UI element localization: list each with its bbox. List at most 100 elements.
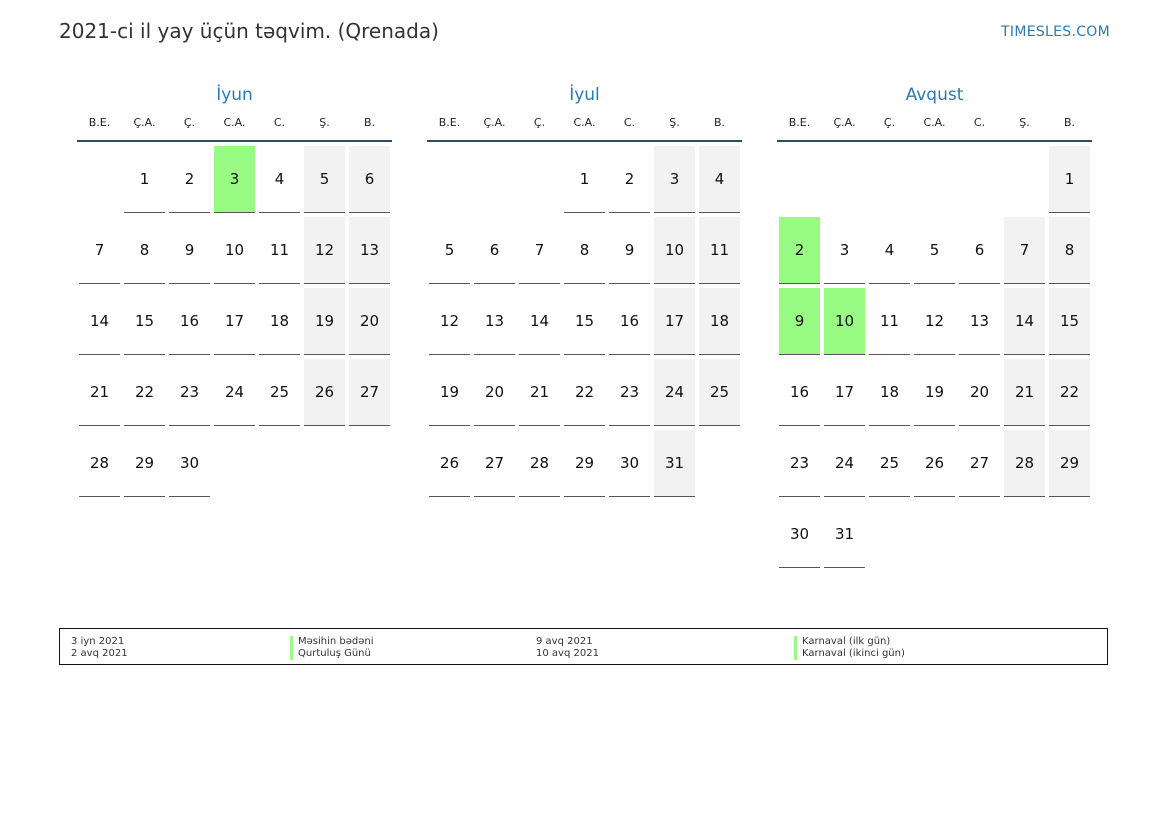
day-cell: 4	[259, 146, 300, 213]
weekday-label: Ç.A.	[133, 116, 156, 129]
weekday-label: C.A.	[223, 116, 246, 129]
site-link[interactable]: TIMESLES.COM	[1001, 24, 1110, 40]
day-cell: 28	[519, 430, 560, 497]
weekday-label: B.E.	[788, 116, 811, 129]
month-1: İyul B.E. Ç.A. Ç. C.A. C. Ş. B. 1 2 3 4 5 6 7 8 9 10 11 12 1…	[427, 84, 742, 497]
empty-day-cell	[429, 146, 470, 213]
weekday-label: Ç.A.	[833, 116, 856, 129]
empty-day-cell	[214, 430, 255, 497]
page-title: 2021-ci il yay üçün təqvim. (Qrenada)	[59, 19, 439, 43]
day-cell: 24	[214, 359, 255, 426]
weekday-label: C.	[273, 116, 286, 129]
empty-day-cell	[959, 146, 1000, 213]
legend-names-right: Karnaval (ilk gün) Karnaval (ikinci gün)	[794, 636, 905, 660]
legend-date: 10 avq 2021	[536, 648, 599, 659]
day-cell: 26	[914, 430, 955, 497]
day-cell: 10	[654, 217, 695, 284]
empty-day-cell	[914, 146, 955, 213]
day-cell: 19	[304, 288, 345, 355]
day-cell: 6	[349, 146, 390, 213]
weekday-label: B.E.	[88, 116, 111, 129]
day-cell: 14	[79, 288, 120, 355]
weekday-label: B.	[363, 116, 376, 129]
day-cell: 18	[699, 288, 740, 355]
day-cell: 6	[959, 217, 1000, 284]
day-cell: 15	[1049, 288, 1090, 355]
day-cell: 18	[259, 288, 300, 355]
holiday-legend: 3 iyn 2021 2 avq 2021 Məsihin bədəni Qur…	[59, 628, 1108, 665]
weekday-label: B.	[1063, 116, 1076, 129]
day-cell: 24	[654, 359, 695, 426]
day-cell: 12	[429, 288, 470, 355]
day-cell: 30	[169, 430, 210, 497]
day-cell: 2	[169, 146, 210, 213]
legend-dates-right: 9 avq 2021 10 avq 2021	[536, 636, 599, 660]
empty-day-cell	[79, 146, 120, 213]
day-cell: 11	[869, 288, 910, 355]
month-2: Avqust B.E. Ç.A. Ç. C.A. C. Ş. B. 1 2 3 4 5 6 7 8 9 10 11 1…	[777, 84, 1092, 568]
week-row: 12 13 14 15 16 17 18	[427, 288, 742, 355]
day-cell: 22	[124, 359, 165, 426]
weekday-label: Ş.	[669, 116, 680, 129]
day-cell: 5	[914, 217, 955, 284]
week-row: 14 15 16 17 18 19 20	[77, 288, 392, 355]
empty-day-cell	[304, 430, 345, 497]
holiday-day-cell: 9	[779, 288, 820, 355]
day-cell: 25	[699, 359, 740, 426]
week-row: 5 6 7 8 9 10 11	[427, 217, 742, 284]
day-cell: 19	[429, 359, 470, 426]
day-cell: 6	[474, 217, 515, 284]
weekday-label: Ç.	[183, 116, 196, 129]
week-row: 16 17 18 19 20 21 22	[777, 359, 1092, 426]
weekday-label: B.	[713, 116, 726, 129]
day-cell: 23	[779, 430, 820, 497]
weekday-label: C.	[973, 116, 986, 129]
month-title: Avqust	[905, 85, 964, 105]
day-cell: 4	[699, 146, 740, 213]
day-cell: 22	[1049, 359, 1090, 426]
day-cell: 23	[169, 359, 210, 426]
day-cell: 9	[609, 217, 650, 284]
day-cell: 1	[124, 146, 165, 213]
day-cell: 20	[349, 288, 390, 355]
week-row: 21 22 23 24 25 26 27	[77, 359, 392, 426]
day-cell: 13	[349, 217, 390, 284]
day-cell: 13	[959, 288, 1000, 355]
legend-holiday-name: Məsihin bədəni	[290, 636, 374, 648]
week-row: 7 8 9 10 11 12 13	[77, 217, 392, 284]
day-cell: 1	[1049, 146, 1090, 213]
empty-day-cell	[1049, 501, 1090, 568]
day-cell: 27	[474, 430, 515, 497]
weekday-label: B.E.	[438, 116, 461, 129]
day-cell: 29	[124, 430, 165, 497]
day-cell: 7	[79, 217, 120, 284]
legend-holiday-name: Qurtuluş Günü	[290, 648, 374, 660]
weekday-label: Ç.	[883, 116, 896, 129]
day-cell: 26	[429, 430, 470, 497]
weekday-label: C.A.	[923, 116, 946, 129]
day-cell: 25	[259, 359, 300, 426]
day-cell: 1	[564, 146, 605, 213]
legend-dates-left: 3 iyn 2021 2 avq 2021	[71, 636, 128, 660]
day-cell: 15	[124, 288, 165, 355]
day-cell: 3	[824, 217, 865, 284]
day-cell: 22	[564, 359, 605, 426]
day-cell: 4	[869, 217, 910, 284]
empty-day-cell	[914, 501, 955, 568]
day-cell: 18	[869, 359, 910, 426]
holiday-day-cell: 10	[824, 288, 865, 355]
empty-day-cell	[699, 430, 740, 497]
week-row: 23 24 25 26 27 28 29	[777, 430, 1092, 497]
month-0: İyun B.E. Ç.A. Ç. C.A. C. Ş. B. 1 2 3 4 5 6 7 8 9 10 11 12 1…	[77, 84, 392, 497]
day-cell: 24	[824, 430, 865, 497]
day-cell: 16	[609, 288, 650, 355]
weekday-label: Ş.	[1019, 116, 1030, 129]
legend-holiday-name: Karnaval (ilk gün)	[794, 636, 905, 648]
holiday-day-cell: 2	[779, 217, 820, 284]
week-row: 26 27 28 29 30 31	[427, 430, 742, 497]
day-cell: 29	[1049, 430, 1090, 497]
legend-date: 3 iyn 2021	[71, 636, 125, 647]
weekday-label: Ç.	[533, 116, 546, 129]
